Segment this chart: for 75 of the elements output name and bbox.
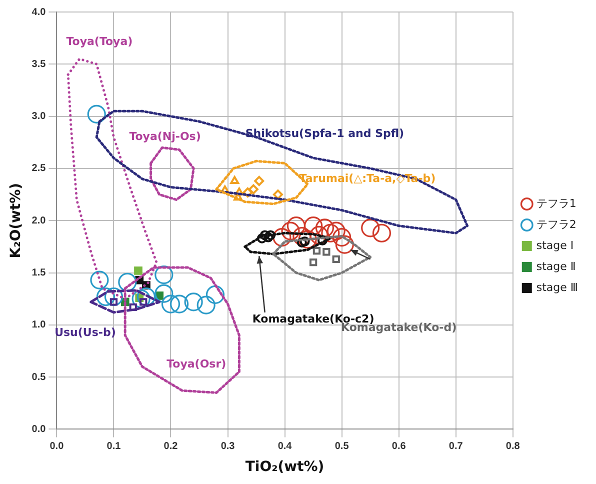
x-tick-label: 0.5	[334, 440, 350, 452]
y-tick-label: 3.0	[32, 111, 46, 122]
annotation: Shikotsu(Spfa-1 and Spfl)	[245, 127, 404, 140]
point	[332, 228, 352, 247]
point	[326, 222, 346, 240]
point	[296, 238, 307, 248]
legend-label: テフラ2	[536, 218, 576, 231]
point	[206, 285, 225, 304]
point	[104, 287, 124, 306]
point	[154, 284, 174, 303]
y-tick-label: 4.0	[32, 6, 46, 18]
point	[298, 230, 317, 249]
legend-label: stage Ⅲ	[536, 280, 578, 294]
x-tick-label: 0.1	[106, 440, 122, 452]
annotation: Toya(Osr)	[166, 358, 226, 371]
point	[87, 104, 106, 124]
x-tick-label: 0.4	[278, 440, 292, 452]
point	[110, 298, 118, 306]
point	[129, 303, 137, 311]
legend-label: テフラ1	[536, 196, 576, 210]
x-tick-label: 0.7	[448, 440, 464, 452]
y-tick-label: 1.5	[32, 268, 46, 278]
annotation: Toya(Nj-Os)	[129, 130, 201, 144]
point	[134, 266, 142, 275]
point	[321, 224, 340, 242]
point	[234, 187, 244, 196]
point	[315, 218, 334, 238]
point	[266, 230, 276, 240]
y-tick-label: 2.0	[32, 215, 46, 226]
point	[263, 232, 274, 242]
x-axis-title: TiO₂(wt%)	[245, 459, 324, 476]
point	[154, 266, 174, 284]
y-tick-label: 0.5	[32, 372, 46, 383]
point	[90, 270, 109, 290]
x-tick-label: 0.6	[392, 440, 406, 452]
y-tick-label: 2.5	[32, 163, 46, 174]
point	[234, 192, 242, 201]
legend-label: stage Ⅰ	[536, 238, 574, 252]
y-tick-label: 0.0	[32, 424, 46, 435]
point	[281, 222, 300, 240]
point	[260, 230, 270, 240]
x-tick-label: 0.2	[164, 440, 178, 452]
x-tick-label: 0.8	[506, 440, 520, 452]
x-tick-label: 0.0	[50, 440, 64, 452]
point	[304, 216, 323, 236]
point	[322, 248, 330, 256]
point	[361, 218, 380, 238]
y-axis-title: K₂O(wt%)	[8, 182, 24, 258]
point	[184, 292, 203, 312]
point	[170, 294, 189, 314]
point	[272, 228, 292, 247]
annotation: Toya(Toya)	[66, 35, 133, 48]
x-tick-label: 0.3	[220, 440, 236, 452]
point	[118, 272, 137, 292]
point	[96, 287, 116, 306]
point	[309, 258, 318, 266]
point	[286, 216, 306, 236]
point	[161, 294, 180, 314]
point	[256, 233, 267, 244]
point	[332, 255, 340, 264]
point	[272, 190, 283, 200]
legend-label: stage Ⅱ	[536, 260, 576, 273]
point	[220, 185, 230, 194]
point	[242, 187, 253, 198]
y-tick-label: 1.0	[32, 320, 46, 331]
point	[230, 176, 240, 184]
point	[136, 287, 156, 306]
point	[248, 184, 258, 194]
y-tick-label: 3.5	[32, 58, 46, 70]
point	[254, 176, 264, 186]
point	[132, 290, 150, 308]
point	[312, 247, 321, 255]
point	[372, 224, 392, 242]
point	[335, 235, 354, 254]
point	[196, 296, 216, 314]
